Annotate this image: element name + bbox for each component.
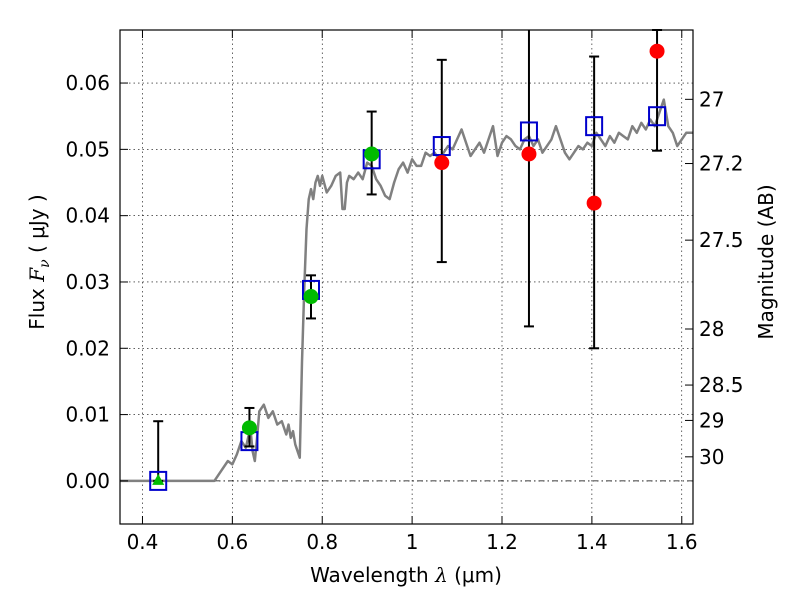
red-photometry-point-3 <box>649 43 665 59</box>
template-spectrum-line <box>120 98 693 483</box>
mag-tick-label-5: 29 <box>699 408 724 432</box>
x-tick-label-0: 0.4 <box>127 530 159 554</box>
red-photometry-point-0 <box>434 155 450 171</box>
mag-tick-label-0: 27 <box>699 87 724 111</box>
y2-axis-title: Magnitude (AB) <box>754 184 778 339</box>
model-point-0 <box>149 470 168 491</box>
y-axis-title-symbol: F <box>25 267 49 283</box>
y-axis-title-unit: ( μJy ) <box>25 194 49 259</box>
plot-background <box>120 30 693 524</box>
x-axis-title-symbol: λ <box>434 563 448 587</box>
y-tick-label-0: 0.00 <box>65 469 110 493</box>
model-point-4 <box>432 136 451 157</box>
mag-tick-label-1: 27.2 <box>699 152 744 176</box>
x-axis-title-prefix: Wavelength <box>310 563 435 587</box>
red-photometry-point-2 <box>586 195 602 211</box>
x-tick-label-5: 1.4 <box>576 530 608 554</box>
y-tick-label-1: 0.01 <box>65 403 110 427</box>
y-tick-label-2: 0.02 <box>65 336 110 360</box>
data-layer <box>120 98 693 483</box>
error-bars <box>149 29 667 491</box>
y-tick-label-6: 0.06 <box>65 71 110 95</box>
green-photometry-point-2 <box>364 146 380 162</box>
mag-tick-label-2: 27.5 <box>699 228 744 252</box>
mag-tick-label-4: 28.5 <box>699 373 744 397</box>
x-tick-label-2: 0.8 <box>306 530 338 554</box>
mag-tick-label-3: 28 <box>699 317 724 341</box>
ticks: 0.4 0.6 0.8 1 1.2 1.4 1.6 0.00 0.01 0.02 0.03 0.04 0… <box>65 30 744 554</box>
x-tick-label-4: 1.2 <box>486 530 518 554</box>
x-axis-title: Wavelength λ (μm) <box>310 563 502 587</box>
mag-tick-label-6: 30 <box>699 445 724 469</box>
upper-limit-point-0 <box>152 473 165 485</box>
y-tick-label-4: 0.04 <box>65 204 110 228</box>
y-tick-label-5: 0.05 <box>65 137 110 161</box>
model-point-5 <box>519 121 538 142</box>
red-photometry-point-1 <box>521 146 537 162</box>
y-axis-title-prefix: Flux <box>25 282 49 330</box>
plot-frame <box>119 29 694 525</box>
y-tick-label-3: 0.03 <box>65 270 110 294</box>
green-photometry-point-0 <box>241 420 257 436</box>
model-point-6 <box>585 116 604 137</box>
y-axis-title: Flux Fν ( μJy ) <box>25 194 53 329</box>
green-photometry-point-1 <box>303 289 319 305</box>
x-axis-title-unit: (μm) <box>448 563 502 587</box>
x-tick-label-6: 1.6 <box>666 530 698 554</box>
x-tick-label-3: 1 <box>406 530 419 554</box>
y-axis-title-subscript: ν <box>37 259 53 268</box>
x-tick-label-1: 0.6 <box>216 530 248 554</box>
model-point-7 <box>648 106 667 127</box>
